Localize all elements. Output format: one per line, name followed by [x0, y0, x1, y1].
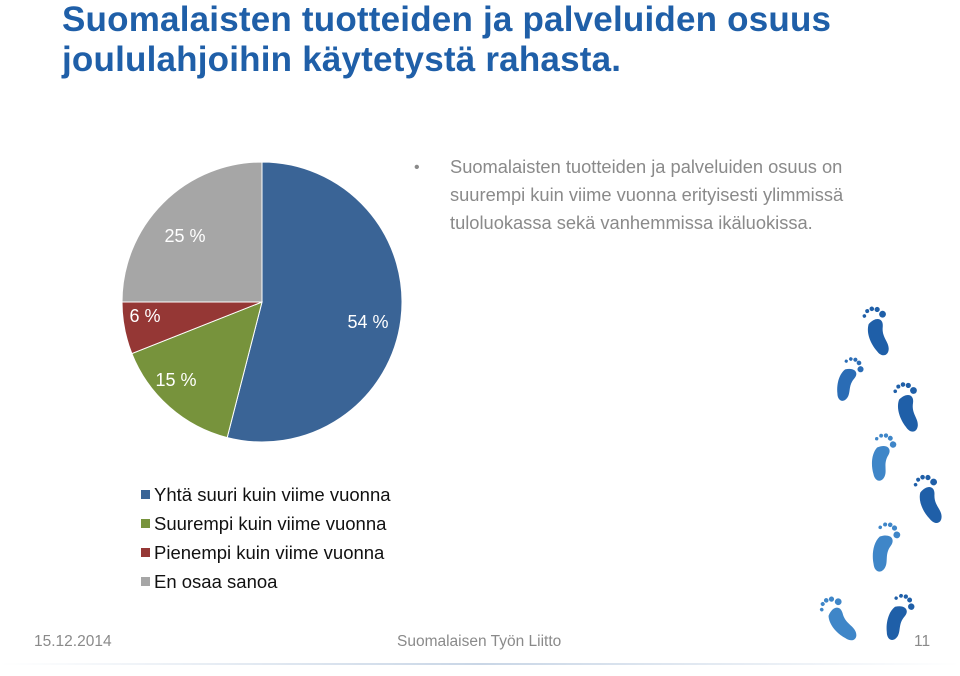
slide-title: Suomalaisten tuotteiden ja palveluiden o…: [62, 0, 832, 79]
footprint-icon: [872, 522, 901, 572]
legend-swatch: [141, 519, 150, 528]
legend-item: Yhtä suuri kuin viime vuonna: [141, 480, 391, 509]
footprint-icon: [862, 306, 889, 356]
footprint-icon: [871, 433, 897, 481]
footprint-icon: [837, 357, 864, 401]
legend-item: Suurempi kuin viime vuonna: [141, 509, 391, 538]
legend-label: Yhtä suuri kuin viime vuonna: [154, 483, 391, 505]
pie-slice: [131, 301, 263, 439]
legend-swatch: [141, 577, 150, 586]
pie-chart: 54 % 15 % 6 % 25 %: [121, 161, 403, 443]
footprint-icon: [913, 474, 942, 523]
footer-organization: Suomalaisen Työn Liitto: [397, 633, 562, 650]
slice-label: 6 %: [129, 306, 160, 326]
pie-slice: [226, 161, 403, 443]
legend-label: Suurempi kuin viime vuonna: [154, 512, 387, 534]
chart-legend: Yhtä suuri kuin viime vuonna Suurempi kui…: [141, 480, 391, 596]
footprint-icon: [886, 593, 915, 640]
legend-label: En osaa sanoa: [154, 570, 278, 592]
footer-date: 15.12.2014: [34, 633, 112, 650]
legend-swatch: [141, 548, 150, 557]
slice-label: 25 %: [164, 226, 205, 246]
footer-divider: [0, 663, 960, 665]
footprint-icon: [893, 382, 918, 432]
legend-item: En osaa sanoa: [141, 567, 391, 596]
page-number: 11: [914, 633, 931, 650]
bullet-text: Suomalaisten tuotteiden ja palveluiden o…: [450, 156, 844, 233]
legend-label: Pienempi kuin viime vuonna: [154, 541, 385, 563]
legend-item: Pienempi kuin viime vuonna: [141, 538, 391, 567]
slice-label: 15 %: [155, 370, 196, 390]
footprint-icon: [819, 596, 857, 641]
bullet-icon: •: [414, 159, 420, 176]
slice-label: 54 %: [347, 312, 388, 332]
pie-slice: [121, 161, 263, 303]
legend-swatch: [141, 490, 150, 499]
footprints-icon: [819, 306, 942, 641]
